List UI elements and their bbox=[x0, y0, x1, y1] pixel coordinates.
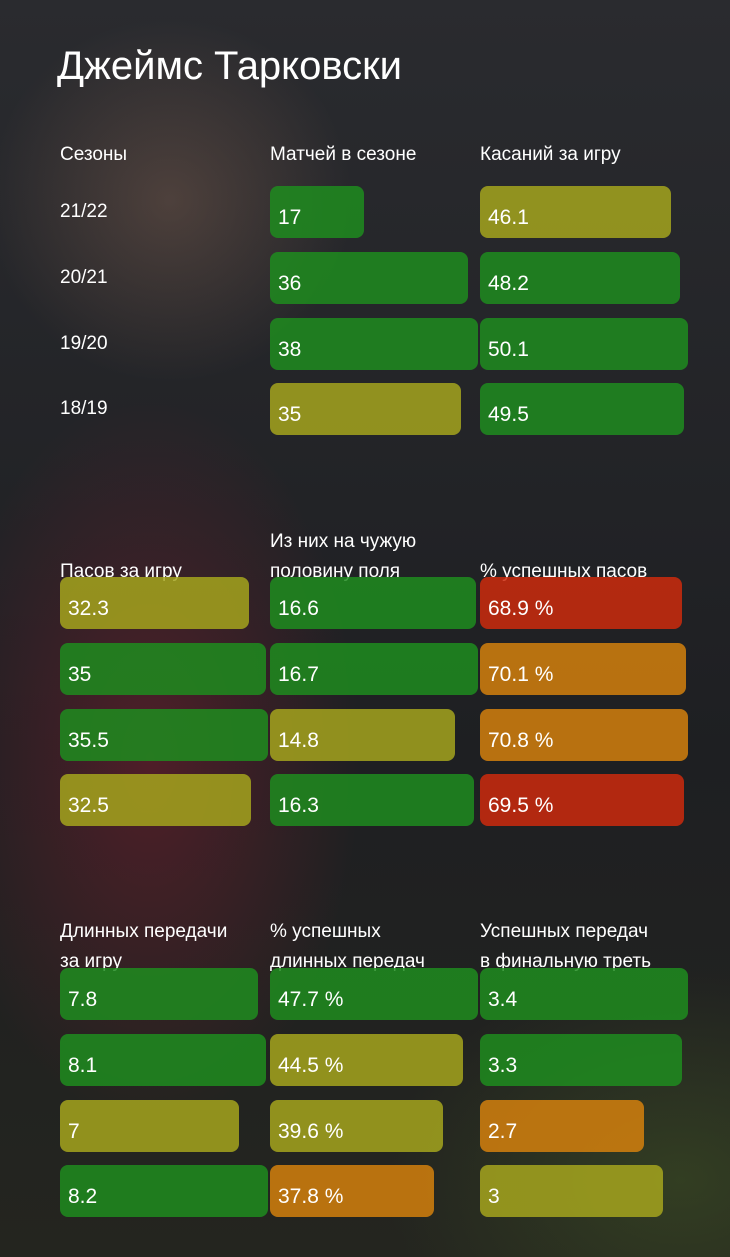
stat-bar: 32.5 bbox=[60, 774, 251, 827]
stat-bar: 48.2 bbox=[480, 251, 680, 304]
stat-bar: 16.3 bbox=[270, 774, 474, 827]
column-header: Длинных передачи за игру bbox=[60, 921, 228, 972]
stat-bar: 68.9 % bbox=[480, 577, 682, 629]
stat-bar: 3 bbox=[480, 1165, 663, 1218]
seasons-header: Сезоны bbox=[60, 144, 128, 165]
stat-bar: 69.5 % bbox=[480, 774, 684, 827]
column-header: Из них на чужую половину поля bbox=[270, 531, 417, 582]
column-header: % успешных длинных передач bbox=[270, 921, 425, 972]
column-header: Пасов за игру bbox=[60, 561, 182, 582]
stat-bar: 39.6 % bbox=[270, 1099, 443, 1152]
stat-bar: 50.1 bbox=[480, 317, 688, 370]
column-header: Касаний за игру bbox=[480, 144, 621, 165]
stat-bar: 35.5 bbox=[60, 708, 268, 761]
stat-bar: 49.5 bbox=[480, 383, 684, 436]
stat-bar: 70.1 % bbox=[480, 642, 686, 695]
stat-bar: 7.8 bbox=[60, 968, 258, 1020]
stat-bar: 35 bbox=[270, 383, 461, 436]
page-title: Джеймс Тарковски bbox=[57, 44, 403, 88]
stat-bar: 3.3 bbox=[480, 1033, 682, 1086]
stat-bar: 17 bbox=[270, 186, 364, 238]
stat-bar: 32.3 bbox=[60, 577, 249, 629]
stat-bar: 46.1 bbox=[480, 186, 671, 238]
stat-bar: 16.7 bbox=[270, 642, 478, 695]
column-header: Матчей в сезоне bbox=[270, 144, 417, 165]
stat-bar: 44.5 % bbox=[270, 1033, 463, 1086]
season-label: 19/20 bbox=[60, 332, 108, 354]
stat-bar: 38 bbox=[270, 317, 478, 370]
season-label: 21/22 bbox=[60, 201, 108, 222]
column-header: % успешных пасов bbox=[480, 561, 648, 582]
season-label: 20/21 bbox=[60, 266, 108, 288]
stat-bar: 16.6 bbox=[270, 577, 476, 629]
stat-bar: 2.7 bbox=[480, 1099, 644, 1152]
stat-bar: 3.4 bbox=[480, 968, 688, 1020]
stat-bar: 14.8 bbox=[270, 708, 455, 761]
stat-bar: 35 bbox=[60, 642, 266, 695]
season-label: 18/19 bbox=[60, 398, 108, 420]
stat-bar: 8.1 bbox=[60, 1033, 266, 1086]
stat-bar: 47.7 % bbox=[270, 968, 478, 1020]
stat-bar: 36 bbox=[270, 251, 468, 304]
stat-bar: 70.8 % bbox=[480, 708, 688, 761]
stat-bar: 7 bbox=[60, 1099, 239, 1152]
column-header: Успешных передач в финальную треть bbox=[480, 921, 651, 972]
stat-bar: 8.2 bbox=[60, 1165, 268, 1218]
stat-bar: 37.8 % bbox=[270, 1165, 434, 1218]
